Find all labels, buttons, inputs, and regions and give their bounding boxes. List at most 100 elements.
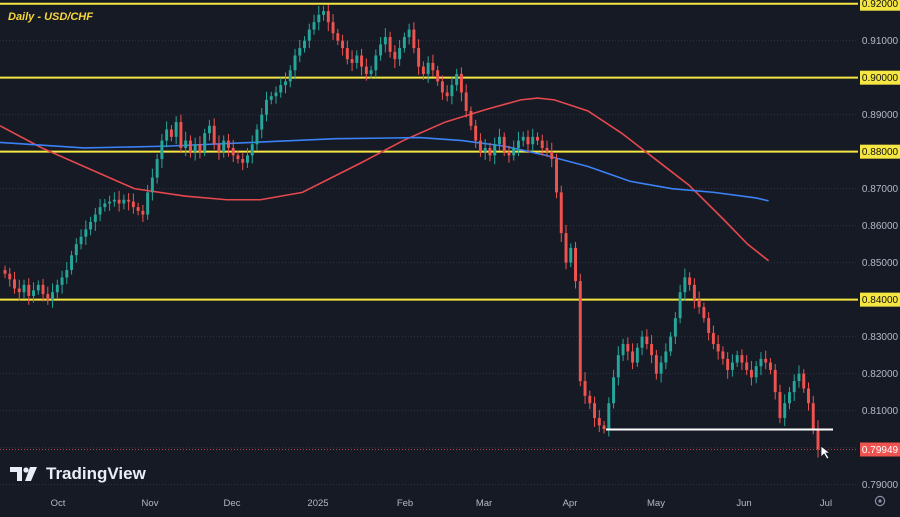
candle-body (697, 299, 701, 308)
candle-body (493, 144, 497, 156)
candle-body (117, 199, 121, 204)
candle-body (312, 22, 316, 30)
candle-body (402, 36, 406, 49)
candle-body (279, 85, 283, 93)
price-tick-label: 0.90000 (862, 73, 899, 84)
candle-body (602, 425, 606, 430)
tradingview-logo-icon (10, 467, 37, 481)
candle-body (307, 29, 311, 41)
horizontal-levels (0, 2, 858, 301)
candle-body (146, 192, 150, 215)
candle-body (331, 22, 335, 34)
candle-body (555, 159, 558, 193)
candle-body (526, 136, 530, 145)
cursor-arrow-icon (820, 445, 832, 460)
candle-body (217, 144, 221, 152)
candle-body (51, 292, 55, 300)
candle-body (241, 159, 245, 163)
candle-body (103, 203, 107, 208)
price-tick-label: 0.89000 (862, 110, 899, 121)
candle-body (502, 136, 506, 152)
candle-body (497, 136, 501, 145)
candle-body (726, 358, 730, 370)
candle-body (417, 48, 421, 67)
candle-body (284, 81, 287, 86)
candle-body (631, 351, 635, 363)
candle-body (645, 336, 649, 345)
candle-body (70, 255, 74, 271)
candle-body (165, 129, 169, 141)
time-tick-label: Jun (736, 498, 751, 509)
price-tick-label: 0.81000 (862, 406, 899, 417)
candle-body (478, 140, 482, 152)
candle-body (730, 362, 734, 370)
candle-body (274, 92, 278, 97)
candle-body (664, 351, 668, 363)
candle-body (369, 70, 373, 74)
candle-body (188, 140, 192, 152)
candle-body (797, 373, 801, 382)
candle-body (521, 136, 525, 141)
candle-body (545, 147, 549, 152)
candle-body (673, 318, 677, 337)
candle-body (98, 207, 102, 215)
candle-body (811, 403, 815, 430)
price-tag-bg (860, 70, 900, 85)
candle-body (231, 147, 235, 156)
candle-body (455, 73, 459, 86)
candle-body (716, 344, 720, 352)
candle-body (597, 418, 601, 426)
candle-body (179, 122, 183, 148)
candle-body (507, 151, 511, 156)
candle-body (226, 140, 230, 148)
candle-body (22, 284, 26, 293)
tradingview-brand[interactable]: TradingView (10, 464, 146, 484)
candle-body (374, 55, 378, 71)
price-tick-label: 0.82000 (862, 369, 899, 380)
candle-body (516, 140, 520, 148)
candle-body (127, 199, 131, 202)
candle-body (678, 292, 682, 319)
candle-body (93, 214, 97, 222)
candle-body (688, 277, 692, 285)
candle-body (607, 403, 611, 430)
candle-body (236, 155, 240, 160)
candle-body (578, 281, 582, 382)
settings-icon[interactable] (874, 495, 886, 507)
candle-body (60, 277, 64, 285)
candle-body (55, 284, 59, 293)
candle-body (79, 236, 83, 245)
time-tick-label: 2025 (307, 498, 328, 509)
candle-body (754, 366, 758, 378)
candle-body (588, 395, 592, 404)
candle-body (3, 270, 7, 274)
candle-body (207, 125, 211, 134)
candle-body (440, 81, 444, 93)
candle-body (531, 136, 535, 145)
last-price-label: 0.79949 (862, 445, 899, 456)
candle-body (322, 11, 326, 15)
candle-body (559, 192, 563, 234)
candle-body (360, 55, 364, 67)
candle-body (635, 347, 639, 363)
candle-body (46, 294, 50, 300)
candle-body (74, 244, 78, 256)
candle-body (303, 40, 307, 49)
candle-body (773, 369, 777, 393)
candles (3, 4, 820, 458)
price-tick-label: 0.92000 (862, 0, 899, 10)
candle-body (8, 273, 12, 280)
candle-body (459, 73, 463, 93)
candle-body (654, 355, 658, 374)
candle-body (326, 11, 330, 23)
candle-body (32, 290, 36, 296)
candle-body (426, 62, 430, 74)
candle-body (184, 140, 188, 148)
candle-body (464, 92, 468, 111)
time-axis[interactable]: Oct Nov Dec 2025 Feb Mar Apr May Jun Jul (51, 498, 832, 509)
candle-body (407, 29, 411, 37)
price-axis[interactable]: 0.92000 0.91000 0.90000 0.89000 0.88000 0.870… (860, 0, 900, 491)
candle-body (659, 362, 663, 374)
